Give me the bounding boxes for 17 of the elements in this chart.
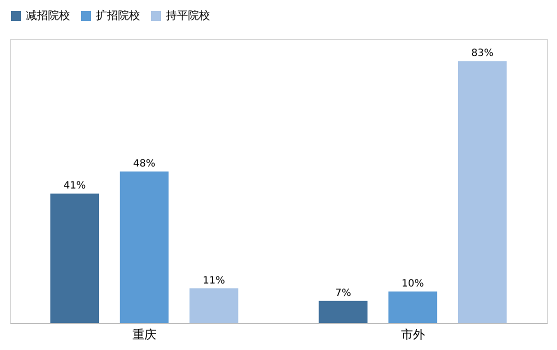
data-label: 41% <box>64 180 86 192</box>
bar <box>120 172 169 323</box>
legend-label: 持平院校 <box>166 9 210 22</box>
data-label: 11% <box>202 275 225 286</box>
data-label: 48% <box>133 158 156 170</box>
x-tick-label: 重庆 <box>132 328 156 342</box>
data-label: 10% <box>402 278 424 290</box>
legend-label: 扩招院校 <box>96 9 140 22</box>
bar <box>318 300 368 323</box>
legend-label: 减招院校 <box>26 9 70 22</box>
x-tick-label: 市外 <box>400 328 425 342</box>
bar <box>189 288 238 323</box>
data-label: 7% <box>335 288 352 299</box>
data-label: 83% <box>471 48 494 60</box>
bar <box>458 61 507 323</box>
bar <box>50 194 100 323</box>
bar <box>388 291 438 323</box>
